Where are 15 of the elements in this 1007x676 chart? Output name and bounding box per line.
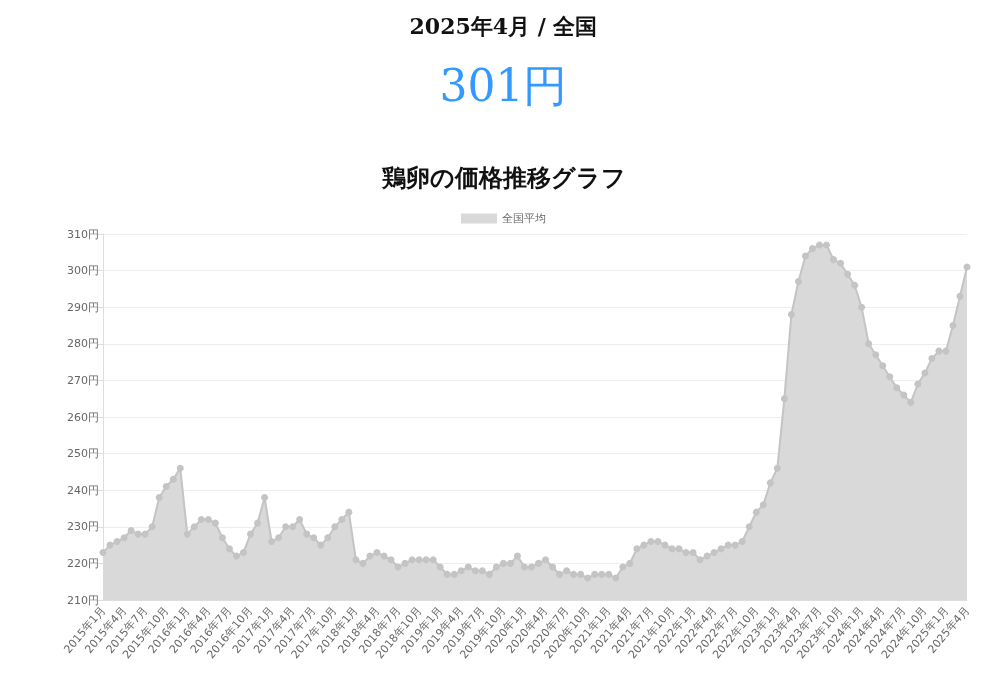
y-tick-label: 280円 xyxy=(67,337,99,351)
y-tick-label: 220円 xyxy=(67,556,99,570)
y-tick-label: 290円 xyxy=(67,300,99,314)
y-tick-label: 260円 xyxy=(67,410,99,424)
y-tick-label: 310円 xyxy=(67,227,99,241)
legend-label: 全国平均 xyxy=(502,212,546,225)
y-tick-label: 240円 xyxy=(67,483,99,497)
chart-title: 鶏卵の価格推移グラフ xyxy=(380,162,626,192)
y-tick-label: 210円 xyxy=(67,593,99,607)
y-tick-label: 270円 xyxy=(67,373,99,387)
y-tick-label: 250円 xyxy=(67,447,99,461)
text: 301円 xyxy=(439,59,568,111)
y-tick-label: 230円 xyxy=(67,520,99,534)
y-tick-label: 300円 xyxy=(67,264,99,278)
text: 2025年4月 / 全国 xyxy=(409,13,598,39)
